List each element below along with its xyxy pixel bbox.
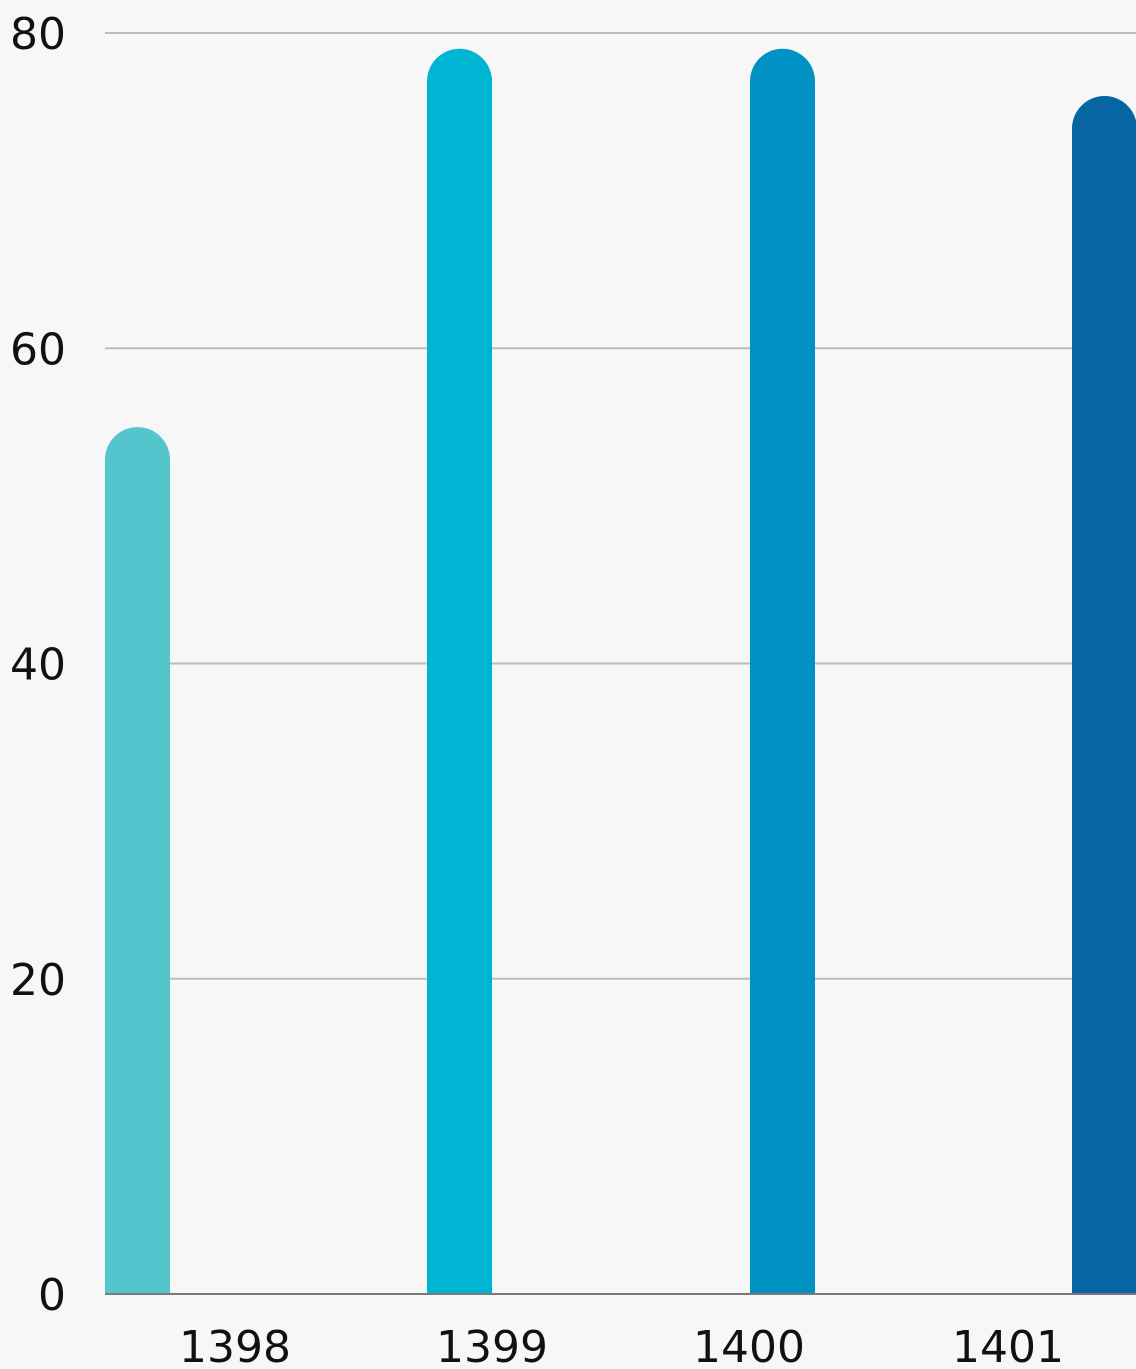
y-tick-label: 0 bbox=[38, 1270, 66, 1321]
y-axis-ticks: 0 20 40 60 80 bbox=[10, 9, 66, 1321]
y-tick-label: 20 bbox=[10, 955, 66, 1006]
bar-1398 bbox=[105, 427, 170, 1294]
bar-1400 bbox=[750, 48, 815, 1295]
gridlines bbox=[105, 32, 1136, 980]
x-tick-label: 1398 bbox=[179, 1322, 291, 1369]
y-tick-label: 80 bbox=[10, 9, 66, 60]
bar-1401 bbox=[1072, 96, 1136, 1294]
x-axis-ticks: 1398 1399 1400 1401 bbox=[179, 1322, 1064, 1369]
y-tick-label: 40 bbox=[10, 640, 66, 691]
y-tick-label: 60 bbox=[10, 324, 66, 375]
x-tick-label: 1399 bbox=[436, 1322, 548, 1369]
x-tick-label: 1400 bbox=[693, 1322, 805, 1369]
x-tick-label: 1401 bbox=[952, 1322, 1064, 1369]
bars bbox=[105, 48, 1136, 1295]
bar-1399 bbox=[427, 48, 492, 1295]
